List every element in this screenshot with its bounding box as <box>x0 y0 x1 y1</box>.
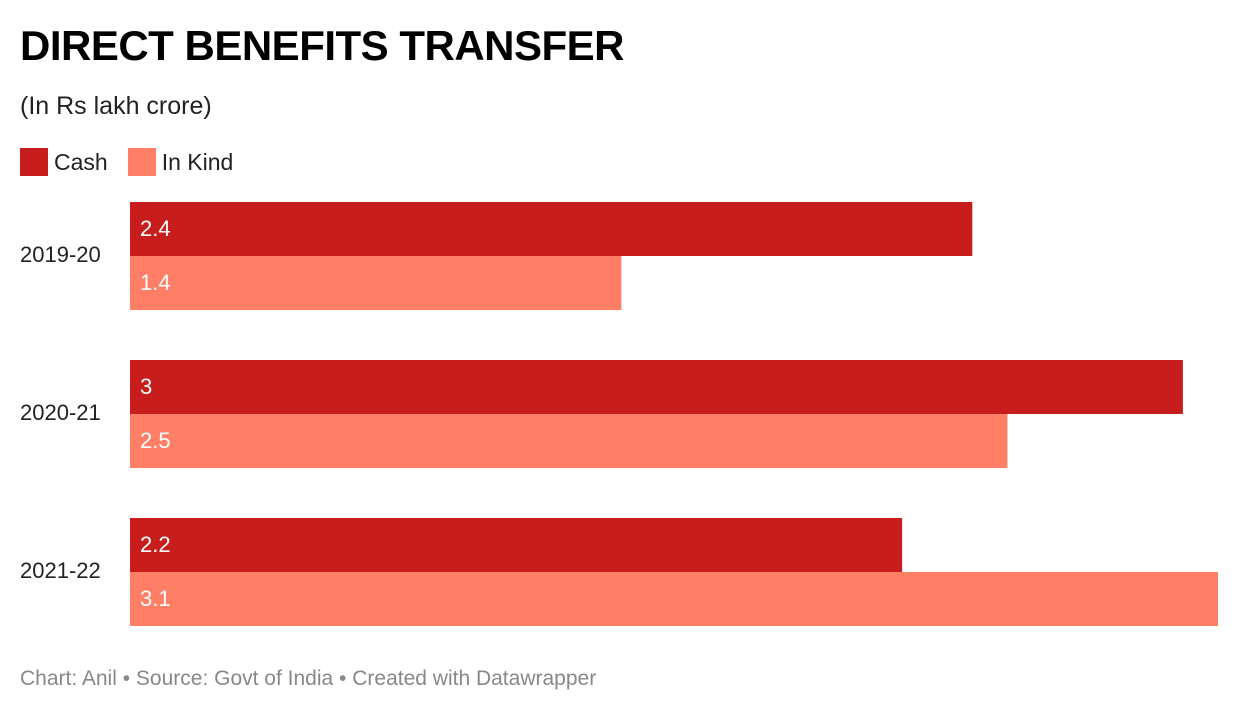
value-label-in-kind-2021-22: 3.1 <box>140 586 171 611</box>
bar-in-kind-2019-20 <box>130 256 622 310</box>
value-label-in-kind-2020-21: 2.5 <box>140 428 171 453</box>
value-label-cash-2019-20: 2.4 <box>140 216 171 241</box>
legend-label-cash: Cash <box>54 148 108 175</box>
legend-item-cash: Cash <box>20 148 108 176</box>
footer-credit: Chart: Anil <box>20 667 117 690</box>
category-label-2019-20: 2019-20 <box>20 242 101 267</box>
bar-in-kind-2020-21 <box>130 414 1008 468</box>
footer-tool: Created with Datawrapper <box>352 667 597 690</box>
value-label-cash-2021-22: 2.2 <box>140 532 171 557</box>
footer-separator: • <box>333 667 353 690</box>
bar-cash-2021-22 <box>130 518 903 572</box>
value-label-cash-2020-21: 3 <box>140 374 152 399</box>
chart-title: DIRECT BENEFITS TRANSFER <box>20 22 625 69</box>
bar-cash-2020-21 <box>130 360 1183 414</box>
legend-swatch-cash <box>20 148 48 176</box>
legend-swatch-in-kind <box>127 148 156 176</box>
bar-in-kind-2021-22 <box>130 572 1218 626</box>
footer-separator: • <box>116 667 136 690</box>
legend-label-in-kind: In Kind <box>161 148 234 175</box>
footer-source: Source: Govt of India <box>135 667 334 690</box>
value-label-in-kind-2019-20: 1.4 <box>140 270 171 295</box>
legend: Cash In Kind <box>20 147 253 177</box>
chart-subtitle: (In Rs lakh crore) <box>20 92 212 120</box>
category-label-2021-22: 2021-22 <box>20 558 101 583</box>
bar-cash-2019-20 <box>130 202 973 256</box>
category-label-2020-21: 2020-21 <box>20 400 101 425</box>
legend-item-in-kind: In Kind <box>127 148 234 176</box>
chart-footer: Chart: Anil • Source: Govt of India • Cr… <box>20 666 596 692</box>
